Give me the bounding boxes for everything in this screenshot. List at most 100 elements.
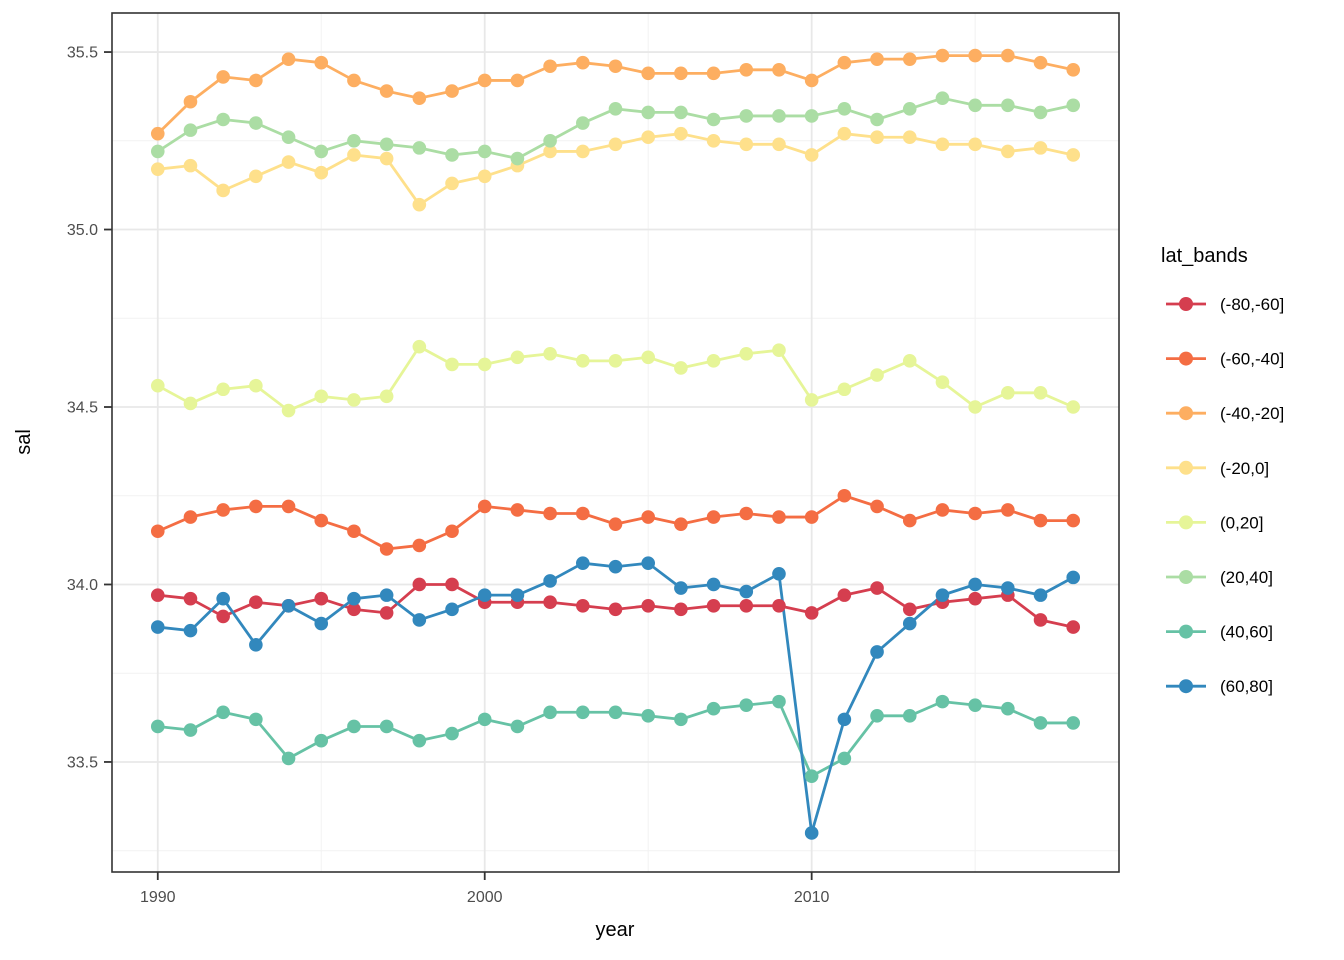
data-point	[1001, 701, 1015, 716]
data-point	[739, 137, 754, 152]
data-point	[608, 602, 623, 617]
y-tick-label: 33.5	[67, 754, 98, 771]
data-point	[772, 109, 786, 123]
data-point	[379, 137, 394, 152]
data-point	[674, 105, 688, 120]
y-axis-title: sal	[13, 429, 35, 455]
data-point	[870, 130, 884, 145]
data-point	[510, 719, 525, 734]
data-point	[347, 719, 361, 734]
legend-label: (20,40]	[1220, 568, 1273, 587]
data-point	[347, 591, 361, 606]
data-point	[935, 137, 950, 152]
legend-key-point	[1179, 570, 1193, 584]
data-point	[150, 144, 165, 159]
data-point	[445, 357, 459, 372]
series-points-(-60,-40]	[150, 488, 1081, 556]
data-point	[902, 616, 917, 631]
panel-border	[111, 12, 1120, 873]
data-point	[772, 598, 786, 613]
legend-item-(0,20]: (0,20]	[1166, 513, 1263, 532]
data-point	[902, 130, 917, 145]
data-point	[150, 588, 165, 602]
legend: (-80,-60] (-60,-40] (-40,-20] (-20,0] (0,20]…	[1166, 295, 1284, 696]
data-point	[576, 354, 590, 368]
data-point	[576, 556, 590, 570]
data-point	[706, 354, 721, 368]
data-point	[608, 517, 623, 531]
data-point	[935, 503, 950, 517]
data-point	[183, 510, 198, 524]
legend-item-(20,40]: (20,40]	[1166, 568, 1273, 587]
data-point	[870, 368, 884, 382]
data-point	[1033, 613, 1048, 627]
data-point	[183, 396, 198, 411]
data-point	[510, 151, 525, 166]
data-point	[249, 595, 263, 610]
data-point	[183, 623, 198, 638]
data-point	[314, 733, 329, 748]
data-point	[674, 581, 688, 595]
y-tick-label: 34.5	[67, 400, 98, 417]
series-points-(-40,-20]	[150, 48, 1081, 141]
legend-key-point	[1179, 406, 1193, 421]
data-point	[281, 751, 296, 766]
data-point	[379, 542, 394, 556]
data-point	[870, 581, 884, 595]
legend-key-point	[1179, 297, 1193, 311]
data-point	[314, 513, 329, 528]
data-point	[968, 591, 982, 606]
data-point	[837, 126, 852, 141]
data-point	[510, 588, 525, 602]
data-point	[1066, 98, 1081, 113]
data-point	[281, 52, 296, 66]
data-point	[183, 723, 198, 737]
data-point	[216, 382, 230, 397]
data-point	[477, 499, 492, 514]
data-point	[968, 48, 982, 63]
data-point	[543, 59, 557, 74]
data-point	[837, 588, 852, 602]
data-point	[608, 354, 623, 368]
data-point	[445, 148, 459, 162]
data-point	[576, 144, 590, 159]
data-point	[1066, 570, 1081, 585]
data-point	[249, 116, 263, 130]
data-point	[706, 598, 721, 613]
data-point	[641, 350, 655, 365]
data-point	[347, 602, 361, 617]
data-point	[674, 602, 688, 617]
data-point	[1033, 55, 1048, 70]
y-tick-label: 35.0	[67, 222, 98, 239]
data-point	[674, 517, 688, 531]
data-point	[935, 91, 950, 105]
data-point	[412, 613, 427, 627]
data-point	[543, 144, 557, 159]
legend-key-point	[1179, 460, 1193, 475]
data-point	[379, 389, 394, 404]
legend-key-point	[1179, 624, 1193, 639]
data-point	[1001, 581, 1015, 595]
data-point	[804, 73, 819, 88]
data-point	[772, 567, 786, 581]
data-point	[968, 98, 982, 113]
data-point	[216, 503, 230, 517]
data-point	[837, 102, 852, 116]
data-point	[281, 499, 296, 514]
data-point	[706, 510, 721, 524]
data-point	[249, 378, 263, 393]
data-point	[739, 506, 754, 521]
data-point	[674, 361, 688, 375]
series-points-(-20,0]	[150, 126, 1081, 212]
series-points	[150, 48, 1081, 840]
x-axis-title: year	[596, 919, 635, 941]
data-point	[837, 382, 852, 397]
data-point	[249, 638, 263, 652]
data-point	[216, 112, 230, 127]
legend-item-(-60,-40]: (-60,-40]	[1166, 350, 1284, 369]
data-point	[216, 609, 230, 624]
data-point	[902, 602, 917, 617]
data-point	[477, 588, 492, 602]
x-tick-label: 2010	[794, 889, 830, 906]
